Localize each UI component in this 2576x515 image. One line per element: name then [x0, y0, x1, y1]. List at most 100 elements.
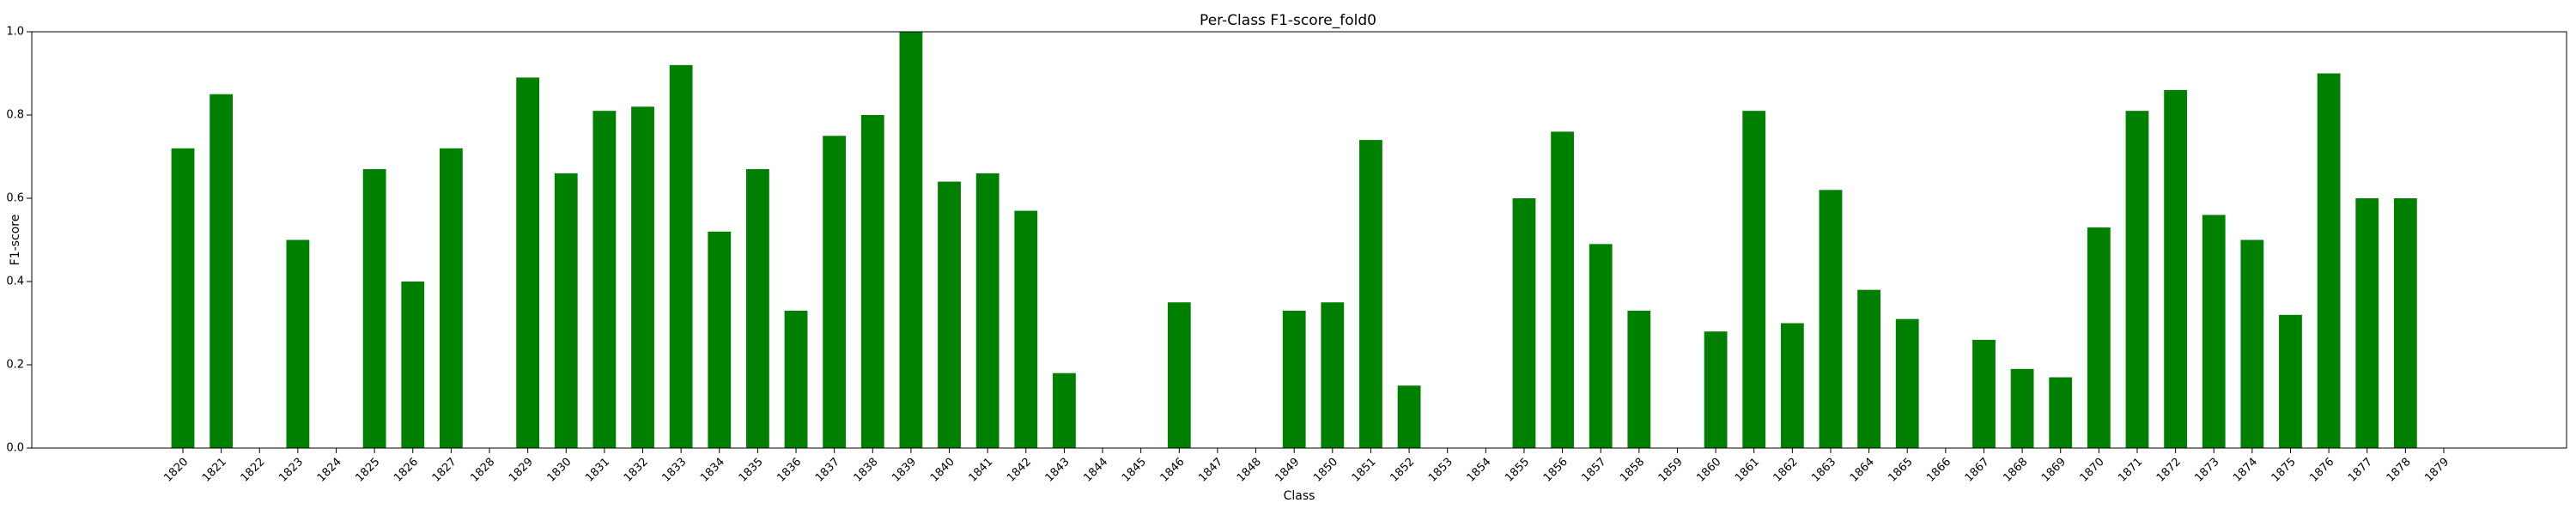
x-tick-label-1878: 1878: [2385, 456, 2414, 485]
x-tick-label-1871: 1871: [2116, 456, 2145, 485]
y-tick-label-0.2: 0.2: [6, 359, 24, 372]
x-tick-label-1869: 1869: [2039, 456, 2069, 485]
x-tick-label-1875: 1875: [2269, 456, 2299, 485]
bar-1823: [286, 239, 310, 448]
x-tick-label-1864: 1864: [1848, 456, 1877, 485]
x-tick-label-1877: 1877: [2346, 456, 2375, 485]
chart-title: Per-Class F1-score_fold0: [1200, 12, 1376, 29]
bar-1874: [2240, 239, 2264, 448]
bar-1872: [2164, 89, 2187, 449]
x-tick-label-1856: 1856: [1541, 456, 1571, 485]
bar-1876: [2317, 73, 2341, 448]
bar-1835: [746, 169, 769, 449]
bar-1840: [938, 181, 961, 448]
x-tick-label-1846: 1846: [1158, 456, 1188, 485]
x-tick-label-1826: 1826: [392, 456, 421, 485]
x-tick-label-1855: 1855: [1503, 456, 1532, 485]
y-tick-label-0.8: 0.8: [6, 109, 24, 122]
y-axis-ticks: 0.0 0.2 0.4 0.6 0.8 1.0: [6, 26, 32, 455]
bar-1837: [823, 136, 847, 448]
x-tick-label-1866: 1866: [1924, 456, 1953, 485]
bar-1826: [401, 282, 425, 448]
bar-1820: [171, 148, 195, 449]
plot-frame: [31, 31, 2567, 449]
x-tick-label-1867: 1867: [1963, 456, 1992, 485]
x-tick-label-1857: 1857: [1579, 456, 1608, 485]
x-tick-label-1852: 1852: [1388, 456, 1417, 485]
bar-1831: [592, 111, 617, 448]
bar-1865: [1895, 318, 1919, 448]
x-tick-label-1876: 1876: [2307, 456, 2336, 485]
x-tick-label-1837: 1837: [813, 456, 842, 485]
x-tick-label-1847: 1847: [1196, 456, 1225, 485]
bar-1868: [2010, 368, 2034, 448]
x-tick-label-1832: 1832: [622, 456, 651, 485]
x-tick-label-1839: 1839: [890, 456, 919, 485]
bar-1843: [1053, 373, 1076, 448]
y-tick-label-0.6: 0.6: [6, 192, 24, 205]
bar-1875: [2279, 314, 2302, 448]
x-tick-label-1820: 1820: [161, 456, 191, 485]
bar-1842: [1014, 210, 1038, 449]
y-tick-label-0.0: 0.0: [6, 442, 24, 455]
bar-1839: [899, 32, 923, 448]
x-tick-label-1830: 1830: [545, 456, 574, 485]
bar-1836: [784, 310, 808, 448]
y-tick-label-1.0: 1.0: [6, 26, 24, 39]
bar-1867: [1972, 339, 1996, 448]
y-tick-label-0.4: 0.4: [6, 276, 24, 288]
bars: [171, 32, 2417, 449]
x-axis-label: Class: [1284, 489, 1315, 503]
x-tick-label-1873: 1873: [2193, 456, 2222, 485]
bar-1830: [554, 173, 578, 448]
x-tick-label-1829: 1829: [507, 456, 536, 485]
bar-1827: [440, 148, 463, 449]
x-tick-label-1849: 1849: [1273, 456, 1302, 485]
x-tick-label-1879: 1879: [2422, 456, 2451, 485]
bar-1849: [1282, 310, 1306, 448]
bar-1841: [975, 173, 999, 448]
bar-1863: [1819, 190, 1843, 449]
bar-1855: [1512, 198, 1536, 448]
bar-1858: [1627, 310, 1651, 448]
x-tick-label-1838: 1838: [852, 456, 881, 485]
bar-1864: [1857, 289, 1880, 448]
bar-1878: [2393, 198, 2417, 448]
x-tick-label-1850: 1850: [1311, 456, 1340, 485]
bar-1834: [708, 231, 732, 448]
x-tick-label-1821: 1821: [200, 456, 229, 485]
bar-1862: [1780, 323, 1804, 448]
x-tick-label-1858: 1858: [1618, 456, 1647, 485]
x-tick-label-1865: 1865: [1886, 456, 1916, 485]
bar-1860: [1704, 331, 1728, 448]
x-tick-label-1835: 1835: [737, 456, 766, 485]
x-tick-label-1822: 1822: [239, 456, 268, 485]
bar-1856: [1551, 131, 1574, 448]
x-tick-label-1831: 1831: [583, 456, 612, 485]
x-tick-label-1870: 1870: [2078, 456, 2107, 485]
bar-1832: [631, 106, 654, 449]
x-tick-label-1843: 1843: [1043, 456, 1072, 485]
bar-1851: [1359, 140, 1382, 448]
x-tick-label-1861: 1861: [1733, 456, 1762, 485]
bar-1829: [516, 77, 540, 448]
bar-1870: [2087, 227, 2111, 448]
bar-1825: [362, 169, 386, 449]
x-tick-label-1845: 1845: [1120, 456, 1149, 485]
x-tick-label-1862: 1862: [1771, 456, 1801, 485]
x-tick-label-1836: 1836: [775, 456, 804, 485]
x-tick-label-1874: 1874: [2231, 456, 2260, 485]
x-tick-label-1823: 1823: [276, 456, 306, 485]
x-tick-label-1827: 1827: [430, 456, 459, 485]
x-tick-label-1833: 1833: [659, 456, 689, 485]
x-tick-label-1840: 1840: [928, 456, 957, 485]
x-tick-label-1844: 1844: [1081, 456, 1110, 485]
x-tick-label-1828: 1828: [468, 456, 497, 485]
bar-1852: [1397, 385, 1421, 448]
x-tick-label-1863: 1863: [1809, 456, 1838, 485]
bar-1873: [2202, 215, 2226, 448]
bar-1833: [669, 64, 693, 449]
x-tick-label-1824: 1824: [315, 456, 344, 485]
y-axis-label: F1-score: [9, 215, 22, 266]
